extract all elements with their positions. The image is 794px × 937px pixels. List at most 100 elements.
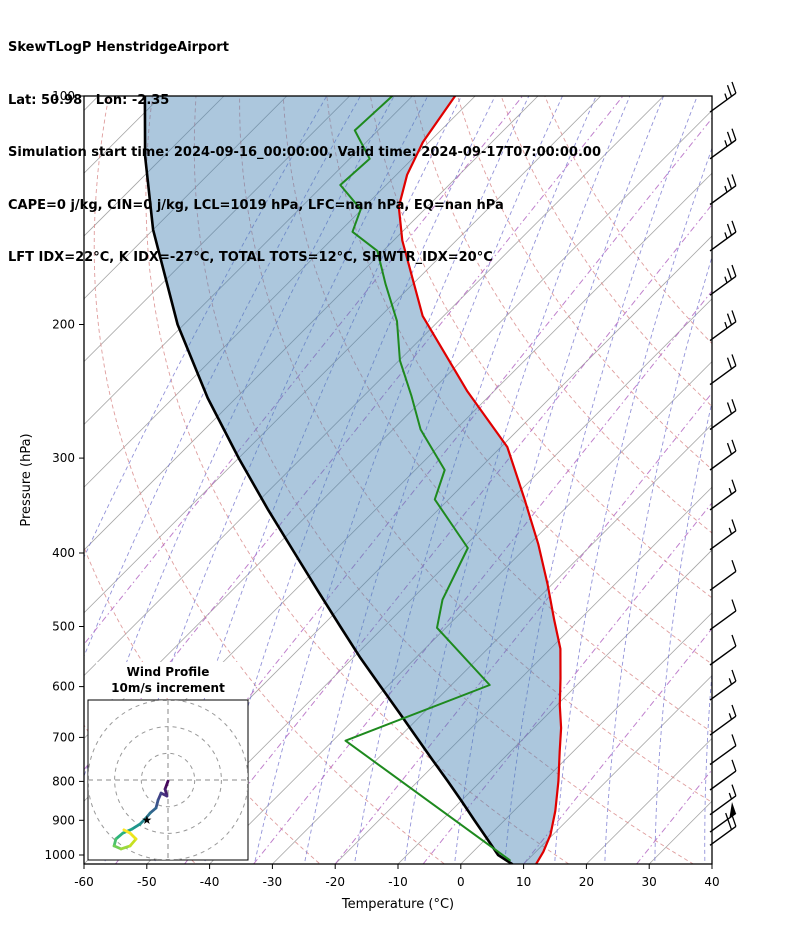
y-tick-label: 900 bbox=[52, 813, 75, 827]
wind-barb bbox=[709, 174, 737, 206]
wind-barb bbox=[709, 81, 737, 113]
isotherm-line bbox=[84, 96, 664, 677]
moist-adiabat-line bbox=[253, 96, 530, 864]
moist-adiabat-line bbox=[504, 96, 698, 864]
hodograph-trace-segment bbox=[122, 828, 132, 835]
temperature-curve bbox=[397, 96, 563, 864]
wind-barb bbox=[709, 814, 737, 846]
moist-adiabat-line bbox=[604, 255, 712, 864]
dewpoint-curve bbox=[339, 96, 511, 862]
wind-barb bbox=[709, 734, 737, 766]
cape-shading bbox=[144, 96, 562, 864]
x-tick-label: -20 bbox=[325, 875, 345, 889]
y-tick-label: 1000 bbox=[44, 848, 75, 862]
mixing-ratio-line bbox=[84, 96, 523, 646]
x-tick-label: 0 bbox=[457, 875, 465, 889]
dry-adiabat-line bbox=[500, 96, 712, 407]
y-tick-label: 800 bbox=[52, 774, 75, 788]
hodograph-ring bbox=[114, 726, 222, 834]
isotherm-line bbox=[84, 109, 712, 739]
wind-barb bbox=[709, 559, 737, 591]
wind-barb bbox=[709, 759, 737, 791]
x-tick-label: -50 bbox=[137, 875, 157, 889]
wind-barb bbox=[709, 704, 737, 736]
x-axis-title: Temperature (°C) bbox=[341, 897, 454, 912]
dry-adiabat-line bbox=[93, 96, 446, 864]
wind-barb bbox=[709, 264, 737, 296]
hodograph-trace-segment bbox=[128, 837, 138, 848]
chart-indices-line2: LFT IDX=22°C, K IDX=-27°C, TOTAL TOTS=12… bbox=[8, 250, 493, 265]
isotherm-line bbox=[523, 675, 712, 864]
chart-indices-line1: CAPE=0 j/kg, CIN=0 j/kg, LCL=1019 hPa, L… bbox=[8, 197, 504, 213]
dry-adiabat-line bbox=[282, 96, 712, 733]
x-tick-label: -30 bbox=[263, 875, 283, 889]
moist-adiabat-line bbox=[303, 96, 563, 864]
wind-barb bbox=[709, 439, 737, 471]
x-tick-label: -60 bbox=[74, 875, 94, 889]
wind-barb bbox=[709, 802, 737, 833]
hodograph-ring bbox=[140, 752, 196, 808]
chart-header: SkewTLogP HenstridgeAirport Lat: 50.98 L… bbox=[8, 4, 601, 302]
hodograph-trace-segment bbox=[163, 779, 170, 791]
mixing-ratio-line bbox=[422, 502, 712, 864]
hodograph-surface-marker: ★ bbox=[142, 813, 153, 827]
mixing-ratio-line bbox=[334, 392, 712, 864]
chart-title: SkewTLogP HenstridgeAirport bbox=[8, 40, 229, 55]
isotherm-line bbox=[84, 96, 539, 551]
wind-barb bbox=[709, 479, 737, 511]
wind-barb bbox=[709, 519, 737, 551]
wind-barb bbox=[709, 669, 737, 701]
isotherm-line bbox=[272, 423, 712, 864]
chart-times: Simulation start time: 2024-09-16_00:00:… bbox=[8, 145, 601, 160]
x-tick-label: 30 bbox=[642, 875, 657, 889]
wind-barbs bbox=[709, 81, 737, 846]
isotherm-line bbox=[84, 96, 350, 363]
mixing-ratio-line bbox=[523, 627, 712, 864]
hodograph-trace-segment bbox=[130, 822, 142, 831]
parcel-curve bbox=[143, 96, 514, 864]
hodograph-trace-segment bbox=[138, 816, 148, 826]
y-tick-label: 100 bbox=[52, 89, 75, 103]
dry-adiabat-line bbox=[193, 96, 695, 864]
dry-adiabat-line bbox=[369, 96, 712, 599]
chart-latlon: Lat: 50.98 Lon: -2.35 bbox=[8, 92, 170, 108]
dry-adiabat-line bbox=[145, 96, 570, 864]
dry-adiabat-line bbox=[239, 96, 712, 803]
moist-adiabat-line bbox=[84, 96, 328, 559]
wind-barb bbox=[709, 354, 737, 386]
y-tick-label: 300 bbox=[52, 451, 75, 465]
moist-adiabat-line bbox=[704, 668, 712, 864]
y-tick-label: 700 bbox=[52, 730, 75, 744]
wind-barb bbox=[709, 220, 737, 252]
isotherm-line bbox=[146, 298, 712, 864]
y-tick-label: 500 bbox=[52, 620, 75, 634]
moist-adiabat-line bbox=[454, 96, 665, 864]
wind-barb bbox=[709, 634, 737, 666]
isotherm-line bbox=[84, 96, 476, 488]
hodograph-inset: ★ Wind Profile 10m/s increment bbox=[87, 662, 249, 861]
y-tick-label: 600 bbox=[52, 680, 75, 694]
y-axis-title: Pressure (hPa) bbox=[19, 433, 34, 526]
isotherm-line bbox=[84, 96, 602, 614]
hodograph-trace-segment bbox=[119, 844, 132, 851]
x-tick-label: 20 bbox=[579, 875, 594, 889]
hodograph-trace-segment bbox=[114, 831, 125, 841]
mixing-ratio-line bbox=[184, 203, 712, 864]
hodograph-title-bg bbox=[96, 662, 240, 698]
isotherm-line bbox=[711, 863, 712, 864]
x-tick-label: -40 bbox=[200, 875, 220, 889]
wind-barb bbox=[709, 784, 737, 816]
dry-adiabat-line bbox=[544, 96, 712, 345]
y-tick-label: 200 bbox=[52, 318, 75, 332]
isotherm-line bbox=[648, 800, 712, 864]
sounding-profiles bbox=[143, 96, 563, 864]
isotherm-line bbox=[84, 96, 288, 300]
wind-barb bbox=[709, 399, 737, 431]
barb-flag bbox=[729, 802, 736, 818]
x-tick-label: 10 bbox=[516, 875, 531, 889]
hodograph-subtitle: 10m/s increment bbox=[111, 681, 225, 695]
isotherm-line bbox=[209, 361, 712, 864]
x-tick-label: -10 bbox=[388, 875, 408, 889]
